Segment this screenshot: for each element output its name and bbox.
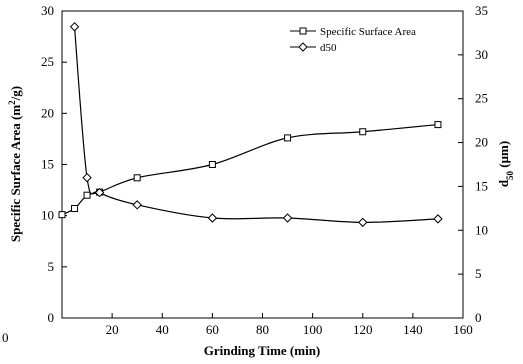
legend-label-d50: d50	[320, 42, 337, 54]
y-left-tick-label: 5	[48, 259, 55, 274]
x-tick-label: 140	[403, 322, 423, 337]
data-point-ssa	[208, 161, 216, 168]
x-tick-label: 60	[206, 322, 219, 337]
data-point-ssa	[71, 205, 79, 213]
y-right-tick-label: 0	[475, 310, 482, 325]
x-tick-label: 80	[256, 322, 269, 337]
legend-marker-square	[299, 27, 307, 35]
legend-label-ssa: Specific Surface Area	[320, 26, 416, 38]
y-left-tick-label: 30	[41, 3, 54, 18]
data-point-ssa	[359, 128, 367, 136]
plot-frame	[61, 10, 464, 319]
y-right-tick-label: 35	[475, 3, 488, 18]
data-point-d50	[82, 172, 92, 183]
y-right-tick-label: 25	[475, 91, 488, 106]
y-axis-right: 0 5 10 15 20 25 30 35	[458, 3, 488, 325]
y-right-tick-label: 20	[475, 135, 488, 150]
stray-tick-label: 0	[2, 330, 9, 345]
series-layer	[58, 22, 443, 228]
data-point-d50	[132, 200, 142, 210]
x-tick-label: 160	[453, 322, 473, 337]
data-point-d50	[94, 187, 105, 198]
data-point-d50	[358, 217, 368, 228]
y-right-tick-label: 10	[475, 222, 488, 237]
data-point-ssa	[434, 121, 442, 129]
data-point-ssa	[83, 191, 91, 199]
x-tick-label: 100	[303, 322, 323, 337]
series-line-ssa	[61, 123, 438, 216]
y-left-tick-label: 10	[41, 208, 54, 223]
y-axis-left: 0 5 10 15 20 25 30	[41, 3, 67, 325]
x-tick-label: 40	[156, 322, 169, 337]
x-axis-title: Grinding Time (min)	[204, 343, 321, 358]
legend-marker-diamond	[298, 42, 308, 52]
data-point-ssa	[58, 211, 66, 219]
legend: Specific Surface Area d50	[290, 26, 416, 54]
y-left-tick-label: 0	[48, 310, 55, 325]
series-line-d50	[73, 26, 438, 223]
x-axis: 20 40 60 80 100 120 140 160	[61, 313, 473, 337]
data-point-ssa	[284, 134, 292, 142]
y-left-tick-label: 25	[41, 54, 54, 69]
data-point-d50	[282, 213, 293, 223]
y-left-tick-label: 20	[41, 105, 54, 120]
y-axis-right-title: d50 (μm)	[496, 141, 515, 187]
y-axis-left-title: Specific Surface Area (m2/g)	[7, 86, 23, 242]
x-tick-label: 20	[106, 322, 119, 337]
y-right-tick-label: 15	[475, 178, 488, 193]
data-point-ssa	[133, 174, 141, 182]
y-left-tick-label: 15	[41, 157, 54, 172]
data-point-d50	[207, 213, 218, 223]
data-point-d50	[69, 22, 80, 32]
y-right-tick-label: 30	[475, 47, 488, 62]
x-tick-label: 120	[353, 322, 373, 337]
y-right-tick-label: 5	[475, 266, 482, 281]
data-point-d50	[433, 214, 443, 224]
